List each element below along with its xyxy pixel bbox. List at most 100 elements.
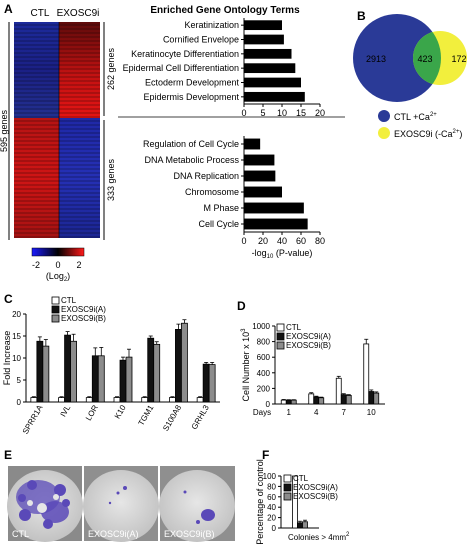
dish-label-ctl: CTL [12,529,29,539]
category-label: Cell Cycle [198,219,239,229]
category-label: 7 [342,408,347,417]
group-down-label: 333 genes [106,158,116,201]
bar [153,343,161,403]
legend-swatch [283,483,292,492]
bar [58,397,65,403]
legend-label: CTL [61,296,77,305]
legend-swatch [276,323,285,332]
bar [244,138,261,150]
bar [141,397,149,403]
y-tick-label: 200 [257,384,271,393]
venn-overlap-count: 423 [417,54,432,64]
colorbar-tick-mid: 0 [55,260,60,270]
category-label: Cornified Envelope [163,35,239,45]
category-label: M Phase [203,203,239,213]
group-up-label: 262 genes [106,47,116,90]
bar [302,521,308,529]
y-tick-label: 20 [12,310,21,319]
bar [125,356,133,403]
venn-overlap [413,31,441,85]
y-tick-label: 800 [257,338,271,347]
chart-c: 0 5 10 15 20 SPRR1A IVL LOR K10 TGM1 S100A8 GRHL3 CT… [2,296,220,436]
category-label: Ectoderm Development [145,78,240,88]
category-label: Keratinization [184,20,239,30]
venn-only-ctl: 2913 [366,54,386,64]
category-label: LOR [84,403,100,422]
heatmap-texture [14,22,100,238]
y-tick-label: 40 [267,503,276,512]
dish-a [83,470,159,542]
category-label: S100A8 [161,403,183,433]
category-label: 1 [287,408,292,417]
y-tick-label: 60 [267,493,276,502]
gene-group-brackets: 595 genes 262 genes 333 genes [0,22,116,240]
y-tick-label: 80 [267,482,276,491]
bar [64,334,71,403]
x-axis-label: Days [253,408,271,417]
legend-label: EXOSC9i(A) [286,332,331,341]
bar [363,343,370,405]
panel-label-c: C [4,292,13,306]
bar [147,337,155,403]
x-axis-label: -log10 (P-value) [252,248,313,260]
bar [85,397,93,403]
colorbar-tick-high: 2 [76,260,81,270]
bar [208,364,216,403]
bar [313,396,320,405]
category-label: Keratinocyte Differentiation [131,49,239,59]
bar [30,397,38,403]
bar [70,340,77,403]
bar [202,363,210,403]
venn-diagram: 2913 423 172 [353,14,467,102]
category-label: DNA Replication [173,171,239,181]
y-tick-label: 0 [266,400,271,409]
x-tick-label: 15 [296,108,306,118]
bar [244,48,292,59]
panel-label-e: E [4,448,12,462]
bar [285,399,292,405]
panel-label-a: A [4,2,13,16]
y-tick-label: 1000 [252,322,270,331]
bar [290,399,297,405]
category-label: DNA Metabolic Process [144,155,239,165]
bar [318,397,325,405]
go-chart-title: Enriched Gene Ontology Terms [150,5,300,16]
panel-label-f: F [262,448,269,462]
y-axis-label: Fold Increase [2,331,12,386]
bar [97,355,105,403]
legend-swatch [276,341,285,350]
bar [244,77,301,88]
bar [244,20,282,31]
x-tick-label: 10 [277,108,287,118]
colonies-b [183,490,215,524]
dish-label-b: EXOSC9i(B) [164,529,215,539]
panel-label-b: B [357,9,366,23]
bar [181,322,188,403]
heatmap: CTL EXOSC9i [14,8,100,238]
legend-swatch [283,474,292,483]
x-tick-label: 5 [260,108,265,118]
venn-only-exosc9i: 172 [451,54,466,64]
x-axis-label: Colonies > 4mm2 [288,532,350,542]
bar [36,340,44,403]
go-chart-bottom: Regulation of Cell Cycle DNA Metabolic Pr… [143,136,325,260]
category-label: Epidermal Cell Differentiation [123,63,239,73]
bar [244,91,305,102]
bar [368,391,375,405]
venn-legend-ctl: CTL +Ca2+ [394,112,437,122]
category-label: Chromosome [185,187,239,197]
legend-label: EXOSC9i(B) [286,341,331,350]
category-label: Epidermis Development [143,92,239,102]
bar [42,345,50,403]
bar [373,392,380,405]
y-tick-label: 5 [17,376,22,385]
bar [244,154,275,166]
bar [244,34,284,45]
dish-label-a: EXOSC9i(A) [88,529,139,539]
bar [119,359,127,403]
y-tick-label: 400 [257,369,271,378]
chart-d: 0 200 400 600 800 1000 1 4 7 10 CTLEXOSC9i(A)EXOSC… [241,322,385,417]
y-tick-label: 600 [257,353,271,362]
